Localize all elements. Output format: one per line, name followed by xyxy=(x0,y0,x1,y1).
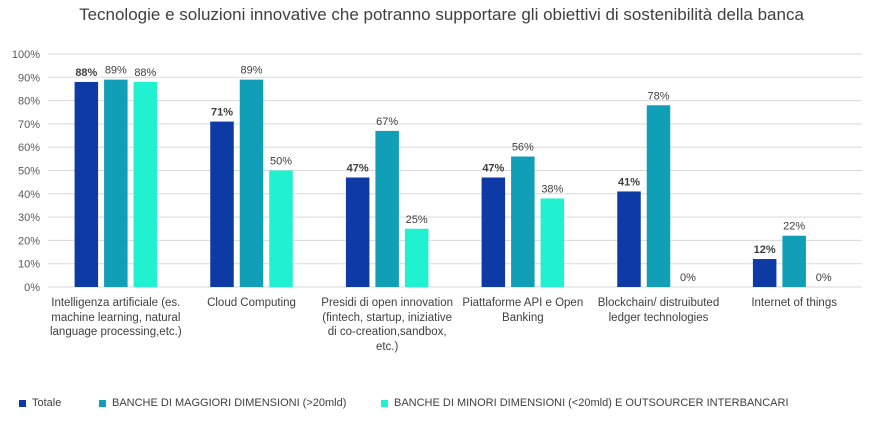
bar-banche-di-minori-dimensioni-20mld-e-outsourcer-interbancari-2 xyxy=(404,228,429,287)
y-tick-label: 0% xyxy=(24,282,40,294)
gridlines xyxy=(48,53,862,288)
x-category-label-line: etc.) xyxy=(375,340,399,353)
x-category-label-line: (fintech, startup, iniziative xyxy=(322,311,453,324)
data-label-banche-di-minori-dimensioni-20mld-e-outsourcer-interbancari-1: 50% xyxy=(270,156,292,168)
data-label-banche-di-maggiori-dimensioni-20mld-1: 89% xyxy=(240,65,262,77)
y-tick-label: 90% xyxy=(18,72,40,84)
legend-item-totale: Totale xyxy=(19,397,61,409)
data-label-banche-di-maggiori-dimensioni-20mld-5: 22% xyxy=(783,221,805,233)
data-labels: 88% 89% 88% 71% 89% 50% 47% 67% 25% 47% 56% 38% 41% 7… xyxy=(75,65,832,284)
y-tick-label: 50% xyxy=(18,166,40,178)
y-tick-label: 40% xyxy=(18,189,40,201)
bar-banche-di-maggiori-dimensioni-20mld-5 xyxy=(782,235,806,287)
bar-totale-5 xyxy=(752,259,777,287)
x-category-label: Internet of things xyxy=(719,296,869,311)
x-category-label-line: Blockchain/ distruibuted xyxy=(597,297,720,309)
x-category-label: Presidi di open innovation (fintech, star… xyxy=(312,296,462,354)
y-tick-label: 80% xyxy=(18,96,40,108)
x-category-label-line: ledger technologies xyxy=(608,311,709,324)
data-label-totale-0: 88% xyxy=(75,67,97,79)
data-label-totale-2: 47% xyxy=(347,162,369,174)
data-label-banche-di-maggiori-dimensioni-20mld-3: 56% xyxy=(512,142,534,154)
y-tick-label: 30% xyxy=(18,212,40,224)
legend-swatch-banche-maggiori xyxy=(99,399,106,407)
data-label-totale-3: 47% xyxy=(482,162,504,174)
chart-title: Tecnologie e soluzioni innovative che po… xyxy=(79,5,804,24)
data-label-banche-di-minori-dimensioni-20mld-e-outsourcer-interbancari-5: 0% xyxy=(816,272,832,284)
data-label-banche-di-maggiori-dimensioni-20mld-0: 89% xyxy=(105,65,127,77)
data-label-totale-1: 71% xyxy=(211,107,233,119)
legend-label-totale: Totale xyxy=(32,397,62,409)
y-tick-label: 100% xyxy=(12,49,40,61)
bars xyxy=(74,79,806,288)
bar-banche-di-maggiori-dimensioni-20mld-4 xyxy=(646,105,671,287)
legend-swatch-totale xyxy=(19,399,26,407)
bar-banche-di-maggiori-dimensioni-20mld-2 xyxy=(375,130,399,287)
data-label-banche-di-minori-dimensioni-20mld-e-outsourcer-interbancari-3: 38% xyxy=(541,183,563,195)
bar-totale-1 xyxy=(210,121,234,287)
x-category-label: Blockchain/ distruibuted ledger technolog… xyxy=(584,296,734,325)
x-category-label: Intelligenza artificiale (es. machine lea… xyxy=(41,296,191,340)
data-label-banche-di-maggiori-dimensioni-20mld-4: 78% xyxy=(647,90,669,102)
x-category-label-line: language processing,etc.) xyxy=(49,326,182,338)
y-tick-label: 10% xyxy=(18,259,40,271)
x-category-label-line: Banking xyxy=(502,311,544,324)
bar-totale-0 xyxy=(74,81,99,288)
bar-totale-2 xyxy=(345,177,370,287)
x-category-label-line: Internet of things xyxy=(751,297,837,309)
bar-banche-di-maggiori-dimensioni-20mld-1 xyxy=(239,79,264,287)
x-category-label: Piattaforme API e Open Banking xyxy=(448,296,598,325)
y-axis-ticks: 0% 10% 20% 30% 40% 50% 60% 70% 80% 90% 100% xyxy=(12,49,40,294)
x-category-label-line: Intelligenza artificiale (es. xyxy=(51,297,181,309)
bar-banche-di-minori-dimensioni-20mld-e-outsourcer-interbancari-0 xyxy=(133,81,158,288)
bar-banche-di-minori-dimensioni-20mld-e-outsourcer-interbancari-1 xyxy=(269,170,293,287)
x-category-label-line: Piattaforme API e Open xyxy=(462,297,584,309)
bar-totale-3 xyxy=(481,177,506,287)
bar-banche-di-maggiori-dimensioni-20mld-0 xyxy=(104,79,128,287)
y-tick-label: 20% xyxy=(18,235,40,247)
data-label-totale-4: 41% xyxy=(618,176,640,188)
legend-label-banche-maggiori: BANCHE DI MAGGIORI DIMENSIONI (>20mld) xyxy=(112,397,347,409)
bar-banche-di-maggiori-dimensioni-20mld-3 xyxy=(511,156,535,287)
legend-label-banche-minori: BANCHE DI MINORI DIMENSIONI (<20mld) E O… xyxy=(394,397,789,409)
x-category-label-line: machine learning, natural xyxy=(51,311,181,324)
y-tick-label: 70% xyxy=(18,119,40,131)
legend-swatch-banche-minori xyxy=(381,399,388,407)
y-tick-label: 60% xyxy=(18,142,40,154)
x-category-label-line: Presidi di open innovation xyxy=(321,297,453,309)
data-label-banche-di-minori-dimensioni-20mld-e-outsourcer-interbancari-0: 88% xyxy=(134,67,156,79)
data-label-totale-5: 12% xyxy=(754,244,776,256)
bar-totale-4 xyxy=(617,191,641,287)
x-category-label-line: Cloud Computing xyxy=(207,297,296,309)
bar-banche-di-minori-dimensioni-20mld-e-outsourcer-interbancari-3 xyxy=(540,198,565,287)
legend-item-banche-maggiori: BANCHE DI MAGGIORI DIMENSIONI (>20mld) xyxy=(99,397,346,409)
data-label-banche-di-minori-dimensioni-20mld-e-outsourcer-interbancari-2: 25% xyxy=(406,214,428,226)
x-category-label: Cloud Computing xyxy=(177,296,327,311)
x-category-label-line: di co-creation,sandbox, xyxy=(327,326,447,338)
legend-item-banche-minori: BANCHE DI MINORI DIMENSIONI (<20mld) E O… xyxy=(381,397,789,409)
data-label-banche-di-maggiori-dimensioni-20mld-2: 67% xyxy=(376,116,398,128)
data-label-banche-di-minori-dimensioni-20mld-e-outsourcer-interbancari-4: 0% xyxy=(680,272,696,284)
